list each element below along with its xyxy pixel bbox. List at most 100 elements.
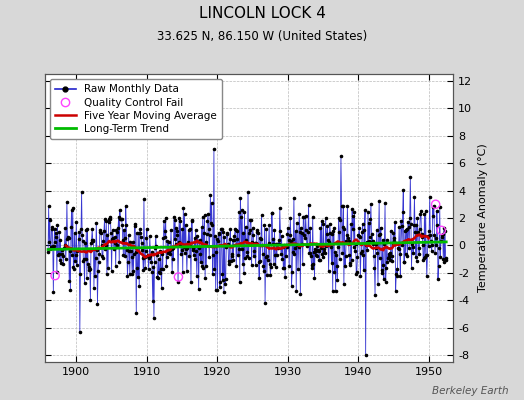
Point	[128, 271, 136, 278]
Point	[333, 277, 342, 284]
Point	[174, 239, 183, 245]
Point	[261, 254, 270, 260]
Point	[412, 222, 420, 228]
Point	[331, 249, 339, 255]
Point	[396, 251, 404, 258]
Point	[339, 224, 347, 230]
Point	[215, 283, 224, 290]
Point	[95, 227, 104, 234]
Point	[272, 252, 281, 258]
Point	[82, 256, 90, 262]
Point	[171, 217, 179, 224]
Point	[222, 276, 230, 282]
Point	[100, 228, 108, 234]
Point	[292, 288, 300, 294]
Point	[177, 251, 185, 258]
Point	[369, 241, 377, 248]
Point	[368, 238, 377, 244]
Point	[58, 247, 66, 253]
Point	[440, 259, 449, 266]
Point	[115, 258, 124, 265]
Point	[337, 203, 346, 210]
Point	[376, 255, 384, 261]
Point	[419, 242, 427, 248]
Point	[92, 254, 100, 261]
Point	[234, 246, 243, 252]
Point	[416, 226, 424, 232]
Point	[132, 249, 140, 255]
Point	[236, 279, 244, 285]
Point	[131, 220, 139, 227]
Point	[70, 266, 78, 272]
Point	[305, 250, 313, 256]
Point	[223, 230, 232, 236]
Point	[206, 192, 214, 198]
Point	[301, 235, 309, 242]
Point	[138, 247, 146, 253]
Point	[250, 253, 258, 259]
Point	[400, 258, 408, 265]
Point	[224, 260, 233, 267]
Point	[102, 242, 110, 248]
Point	[372, 245, 380, 252]
Point	[187, 278, 195, 285]
Point	[348, 226, 357, 232]
Point	[224, 240, 232, 247]
Point	[174, 274, 183, 280]
Point	[65, 278, 73, 284]
Point	[90, 246, 99, 252]
Point	[385, 250, 393, 257]
Point	[366, 216, 375, 222]
Point	[89, 238, 97, 244]
Point	[150, 315, 158, 322]
Point	[238, 260, 247, 267]
Point	[355, 224, 363, 231]
Point	[277, 233, 286, 239]
Point	[315, 257, 324, 263]
Point	[45, 203, 53, 210]
Point	[239, 230, 247, 236]
Point	[222, 244, 231, 250]
Point	[252, 240, 260, 246]
Point	[379, 262, 387, 268]
Point	[121, 252, 129, 259]
Point	[94, 268, 102, 274]
Point	[407, 264, 416, 271]
Point	[119, 252, 127, 258]
Point	[74, 245, 82, 252]
Point	[170, 213, 178, 220]
Point	[272, 241, 280, 247]
Point	[299, 214, 308, 220]
Point	[50, 243, 58, 250]
Point	[116, 216, 125, 222]
Point	[180, 244, 188, 250]
Point	[243, 252, 252, 259]
Point	[290, 194, 298, 201]
Point	[229, 257, 237, 263]
Point	[217, 226, 226, 232]
Point	[154, 274, 162, 281]
Point	[74, 236, 83, 242]
Point	[350, 209, 358, 216]
Point	[395, 224, 403, 230]
Point	[59, 260, 68, 267]
Point	[214, 238, 222, 244]
Point	[373, 250, 381, 256]
Point	[441, 255, 450, 261]
Point	[336, 217, 345, 223]
Point	[237, 214, 245, 221]
Point	[309, 261, 318, 268]
Point	[311, 252, 320, 259]
Point	[305, 250, 314, 256]
Point	[334, 244, 342, 250]
Point	[86, 296, 95, 303]
Point	[255, 275, 264, 281]
Point	[321, 250, 329, 256]
Point	[441, 228, 449, 234]
Point	[350, 243, 358, 250]
Point	[149, 298, 157, 304]
Point	[151, 245, 159, 252]
Point	[377, 270, 386, 276]
Point	[271, 252, 279, 259]
Point	[424, 242, 433, 249]
